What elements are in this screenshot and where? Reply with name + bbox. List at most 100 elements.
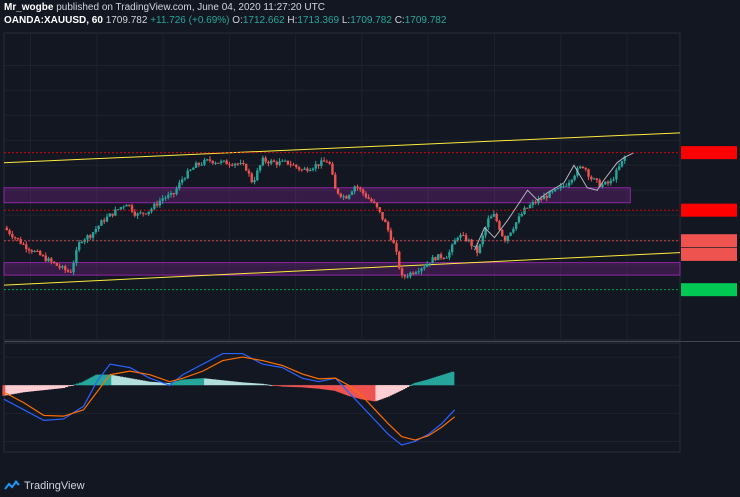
candle-body [487, 218, 490, 228]
candle-body [409, 272, 412, 277]
macd-histogram-bar [447, 372, 451, 386]
macd-histogram-bar [403, 385, 408, 389]
price-tag [681, 247, 737, 261]
macd-histogram-bar [33, 385, 37, 392]
candle-body [439, 254, 443, 258]
macd-histogram-bar [280, 385, 284, 387]
macd-histogram-bar [179, 380, 183, 386]
candle-body [58, 265, 61, 268]
macd-histogram-bar [229, 381, 233, 386]
candle-body [217, 162, 220, 164]
author-name[interactable]: Mr_wogbe [4, 2, 54, 13]
macd-histogram-bar [116, 376, 121, 386]
candle-body [411, 272, 415, 274]
macd-histogram-bar [352, 385, 356, 398]
candle-body [578, 166, 582, 168]
candle-body [523, 207, 526, 214]
macd-histogram-bar [398, 385, 402, 392]
macd-histogram-bar [272, 385, 276, 386]
low-value: 1709.782 [350, 15, 392, 26]
macd-histogram-bar [67, 385, 71, 387]
macd-histogram-bar [343, 385, 347, 395]
macd-histogram-bar [317, 385, 321, 389]
macd-histogram-bar [206, 378, 211, 386]
candle-body [161, 198, 164, 201]
open-value: 1712.662 [242, 15, 285, 26]
candle-body [617, 166, 621, 170]
last-price: 1709.782 [105, 15, 148, 26]
macd-histogram-bar [441, 374, 445, 386]
macd-histogram-bar [175, 381, 179, 386]
candle-body [141, 212, 145, 214]
candle-body [219, 161, 223, 163]
macd-histogram-bar [258, 383, 262, 386]
macd-histogram-bar [106, 374, 110, 386]
candle-body [41, 255, 45, 257]
channel-trendline [3, 252, 681, 286]
candle-body [317, 164, 320, 166]
candle-body [108, 213, 111, 217]
candle-body [194, 162, 198, 168]
candle-body [180, 179, 184, 183]
candle-body [228, 164, 231, 166]
candle-body [509, 232, 512, 236]
macd-histogram-bar [145, 381, 149, 386]
macd-histogram-bar [36, 385, 40, 391]
macd-histogram-bar [392, 385, 396, 394]
price-tag [681, 283, 737, 297]
candle-body [286, 160, 290, 165]
candle-body [473, 245, 476, 247]
macd-pane[interactable] [2, 342, 681, 453]
candle-body [531, 202, 535, 206]
macd-histogram-bar [449, 372, 453, 386]
tradingview-brand[interactable]: TradingView [24, 480, 85, 492]
candle-body [528, 205, 532, 209]
candle-body [122, 206, 125, 208]
candle-body [364, 193, 368, 198]
candle-body [506, 235, 510, 241]
candle-body [297, 167, 301, 170]
candle-body [606, 181, 610, 184]
candle-body [339, 193, 343, 197]
candle-body [384, 219, 387, 223]
macd-histogram-bar [451, 371, 455, 386]
chart-canvas[interactable] [0, 0, 740, 476]
candle-body [136, 213, 139, 216]
macd-histogram-bar [177, 380, 181, 386]
candle-body [167, 194, 170, 198]
candle-body [623, 156, 626, 161]
candle-body [476, 245, 479, 253]
macd-histogram-bar [367, 385, 372, 401]
macd-histogram-bar [405, 385, 409, 388]
candle-body [537, 198, 540, 203]
candle-body [55, 263, 59, 266]
price-pane[interactable] [3, 32, 681, 452]
macd-histogram-bar [409, 385, 413, 386]
drawn-path-line [474, 152, 634, 251]
candle-body [534, 202, 537, 204]
candle-body [345, 196, 348, 199]
macd-histogram-bar [445, 373, 449, 386]
macd-histogram-bar [418, 381, 423, 386]
macd-histogram-bar [310, 385, 314, 389]
macd-histogram-bar [42, 385, 46, 391]
tradingview-logo-icon[interactable] [4, 480, 20, 495]
candle-body [25, 244, 28, 250]
macd-histogram-bar [246, 382, 250, 386]
macd-histogram-bar [184, 379, 188, 386]
macd-histogram-bar [292, 385, 296, 388]
macd-histogram-bar [348, 385, 353, 397]
candle-body [570, 179, 574, 183]
candle-body [164, 197, 167, 199]
macd-histogram-bar [430, 378, 434, 386]
candle-body [69, 271, 73, 273]
published-text: published on TradingView.com, June 04, 2… [56, 2, 325, 13]
candle-body [114, 209, 117, 216]
macd-histogram-bar [148, 381, 152, 386]
candle-body [236, 163, 240, 165]
candle-body [609, 180, 613, 184]
symbol-label[interactable]: OANDA:XAUUSD, 60 [4, 15, 103, 26]
footer: TradingView [0, 476, 740, 497]
candle-body [489, 216, 493, 219]
macd-histogram-bar [347, 385, 351, 396]
